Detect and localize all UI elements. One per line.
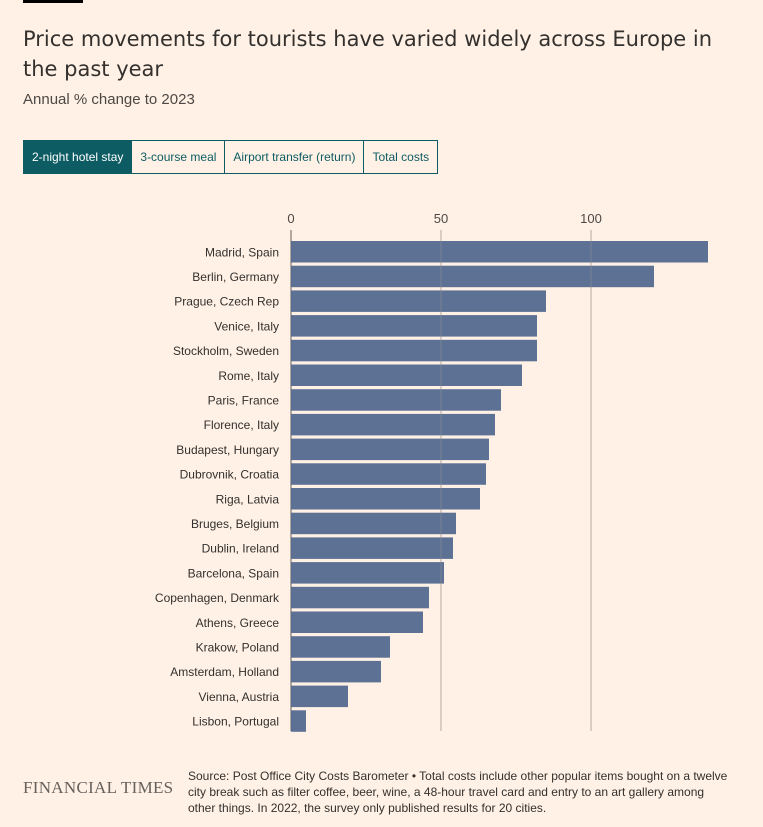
tab-hotel-stay[interactable]: 2-night hotel stay (23, 140, 133, 174)
bar (291, 562, 444, 584)
category-label: Amsterdam, Holland (170, 665, 279, 679)
bar (291, 488, 480, 510)
x-tick-label: 50 (434, 211, 448, 226)
category-label: Prague, Czech Rep (174, 295, 279, 309)
category-label: Copenhagen, Denmark (155, 591, 280, 605)
x-tick-label: 0 (287, 211, 294, 226)
category-label: Florence, Italy (204, 418, 279, 432)
category-label: Dublin, Ireland (202, 542, 279, 556)
category-label: Rome, Italy (218, 369, 279, 383)
bar (291, 537, 453, 559)
tab-three-course-meal[interactable]: 3-course meal (132, 140, 226, 174)
category-label: Dubrovnik, Croatia (180, 468, 280, 482)
category-label: Budapest, Hungary (176, 443, 279, 457)
bar (291, 389, 501, 411)
bar (291, 512, 456, 535)
bar (291, 685, 348, 708)
bar (291, 438, 489, 461)
category-label: Vienna, Austria (198, 690, 279, 704)
bar (291, 290, 546, 312)
category-label: Bruges, Belgium (191, 517, 279, 531)
bar (291, 586, 429, 609)
category-label: Riga, Latvia (216, 492, 280, 506)
category-label: Barcelona, Spain (188, 566, 279, 580)
x-tick-label: 100 (580, 211, 602, 226)
category-label: Venice, Italy (214, 319, 279, 333)
category-label: Stockholm, Sweden (173, 344, 279, 358)
tab-total-costs[interactable]: Total costs (364, 140, 439, 174)
bar (291, 660, 381, 683)
category-label: Berlin, Germany (192, 270, 279, 284)
category-label: Athens, Greece (196, 616, 280, 630)
tab-airport-transfer[interactable]: Airport transfer (return) (225, 140, 365, 174)
bar (291, 636, 390, 658)
bar (291, 364, 522, 386)
bar (291, 710, 306, 732)
bar (291, 611, 423, 633)
category-label: Krakow, Poland (196, 640, 279, 654)
category-label: Lisbon, Portugal (192, 715, 279, 729)
ft-logo: FINANCIAL TIMES (23, 778, 174, 797)
bar (291, 463, 486, 485)
source-note: Source: Post Office City Costs Barometer… (188, 769, 728, 815)
bar (291, 413, 495, 436)
bar-chart: 0 50 100 Madrid, Spain Berlin, Germany Prague… (155, 211, 708, 732)
bar (291, 265, 654, 288)
bar (291, 339, 537, 362)
chart-title: Price movements for tourists have varied… (23, 27, 713, 82)
bar (291, 315, 537, 337)
category-label: Madrid, Spain (205, 245, 279, 259)
category-label: Paris, France (208, 393, 280, 407)
bar (291, 241, 708, 263)
metric-tabs: 2-night hotel stay 3-course meal Airport… (23, 140, 439, 174)
chart-subtitle: Annual % change to 2023 (23, 91, 195, 108)
top-accent-bar (23, 0, 83, 3)
